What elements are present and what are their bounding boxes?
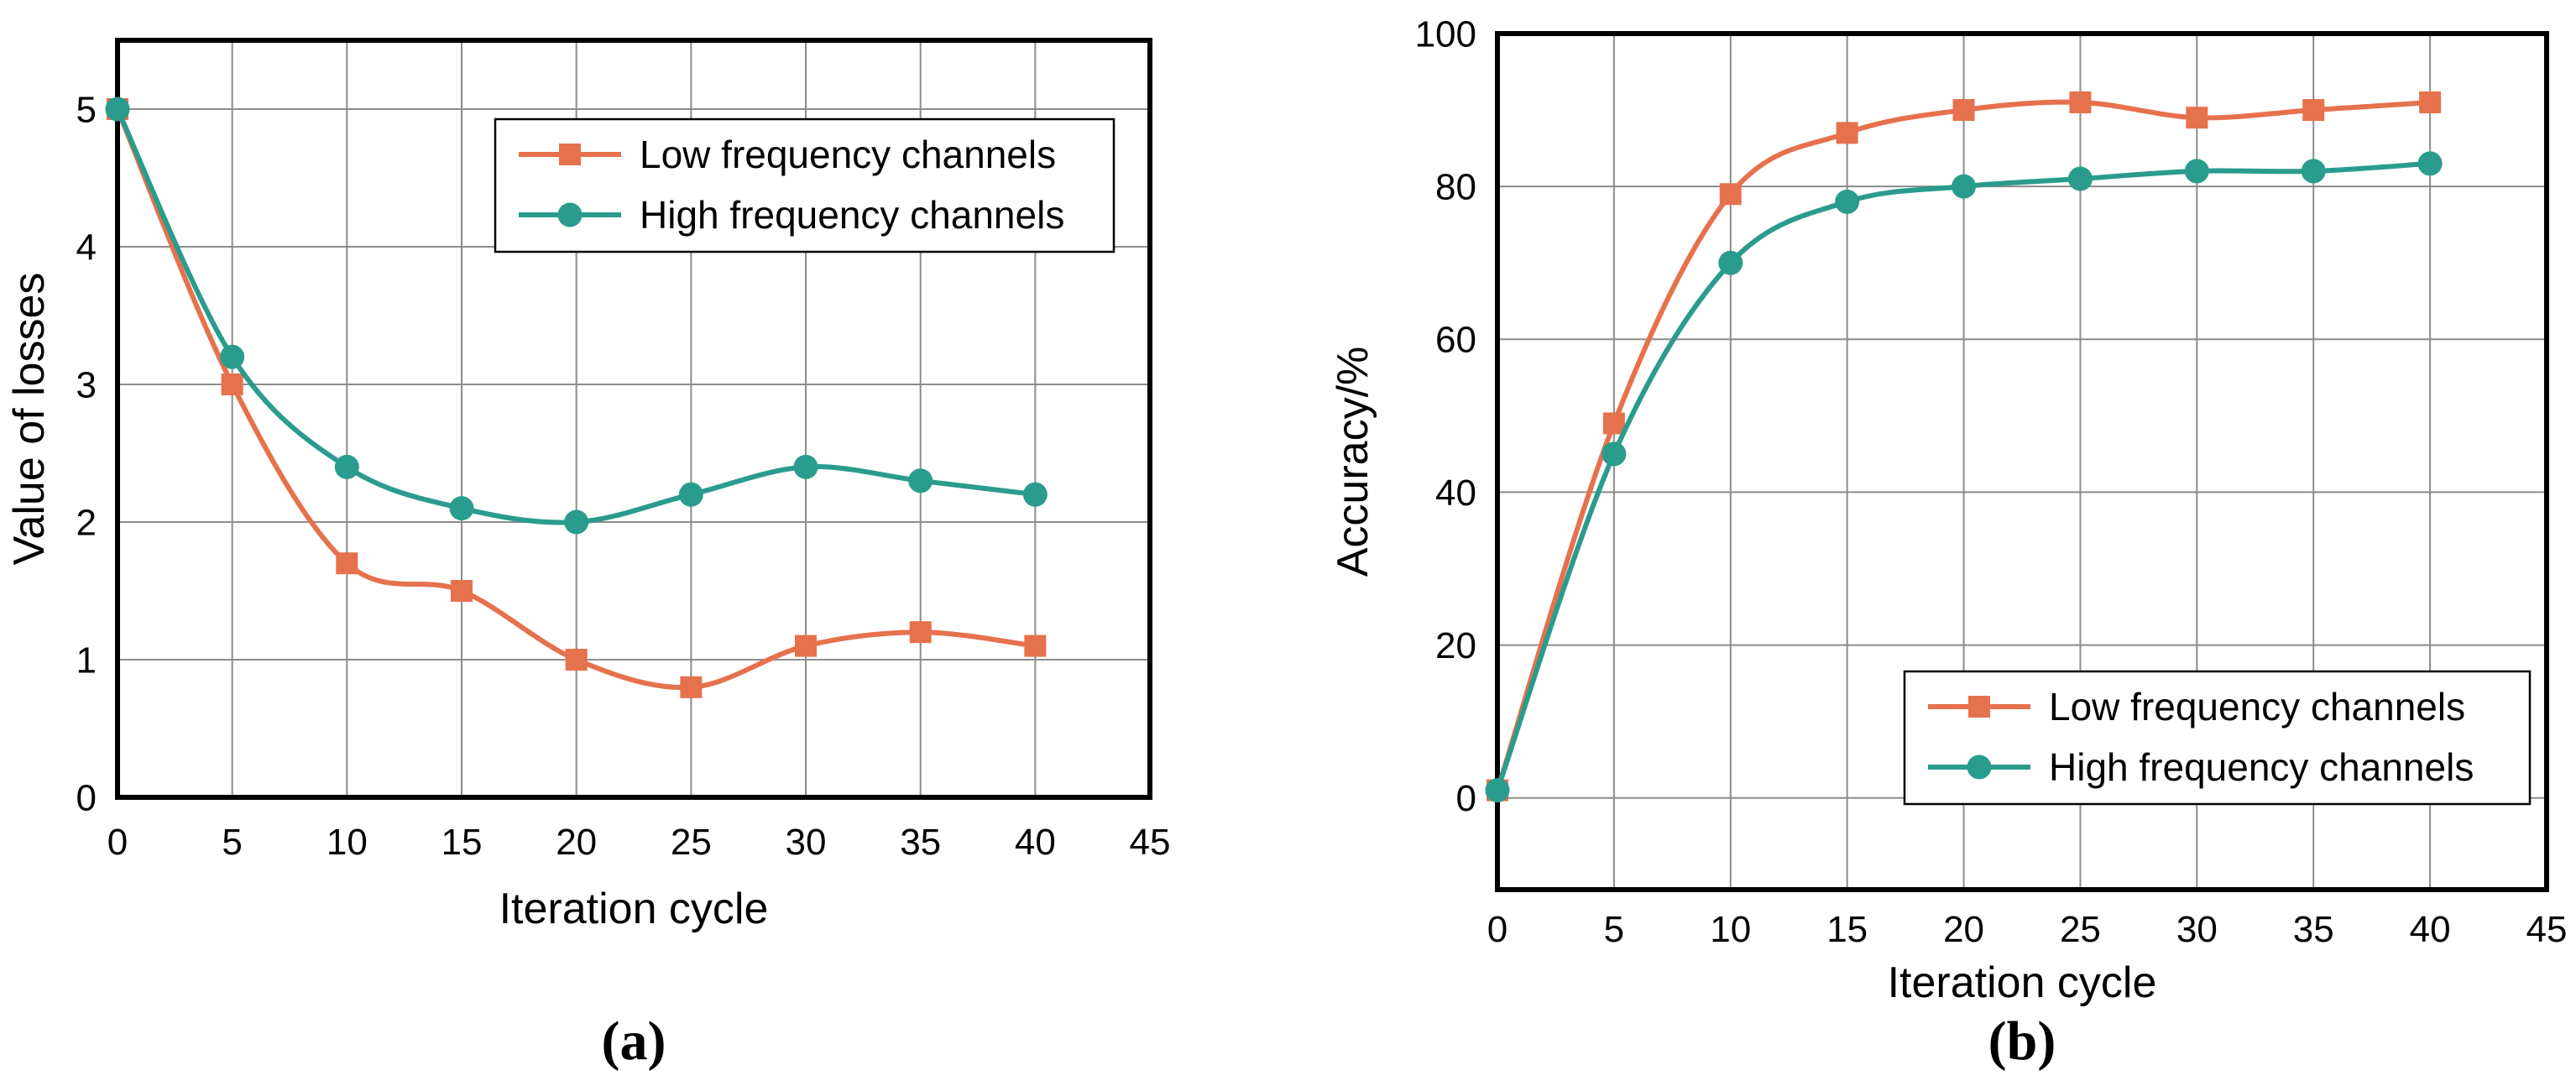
- series-high-frequency-channels-marker: [449, 496, 474, 521]
- series-low-frequency-channels-marker: [795, 634, 817, 657]
- series-high-frequency-channels-marker: [2417, 151, 2443, 176]
- x-tick-label: 30: [786, 822, 827, 863]
- series-low-frequency-channels-markers: [1487, 91, 2442, 802]
- legend-box: [1903, 670, 2532, 806]
- legend: Low frequency channels High frequency cha…: [494, 118, 1116, 253]
- y-tick-label: 20: [1435, 625, 1476, 666]
- accuracy-chart: 0 5 10 15 20 25 30 35 40 45 0 20 40 60 80 100 Low freque…: [1329, 13, 2568, 1072]
- panel-a: 0 5 10 15 20 25 30 35 40 45 0 1 2 3 4 5 Low frequency ch…: [5, 38, 1171, 1072]
- legend-marker-circle: [557, 202, 583, 227]
- y-tick-label: 100: [1415, 13, 1476, 55]
- x-tick-label: 35: [2293, 909, 2334, 950]
- series-low-frequency-channels-markers: [107, 98, 1047, 698]
- series-high-frequency-channels-marker: [678, 482, 703, 507]
- series-high-frequency-channels-marker: [1835, 189, 1860, 214]
- legend-label: Low frequency channels: [640, 133, 1056, 176]
- plot-border: [115, 38, 1152, 800]
- series-low-frequency-channels-marker: [336, 552, 358, 575]
- series-low-frequency-channels-marker: [1719, 183, 1742, 206]
- legend-marker-square: [559, 144, 581, 165]
- series-high-frequency-channels-marker: [1022, 482, 1048, 507]
- legend-box: [494, 118, 1116, 253]
- series-high-frequency-channels-marker: [1602, 441, 1627, 467]
- y-tick-label: 0: [76, 777, 97, 818]
- series-high-frequency-channels-marker: [105, 97, 130, 122]
- x-tick-label: 35: [900, 822, 941, 863]
- series-high-frequency-channels-marker: [793, 454, 818, 479]
- x-tick-label: 25: [671, 822, 712, 863]
- x-tick-label: 15: [442, 822, 483, 863]
- series-high-frequency-channels-marker: [1485, 778, 1510, 803]
- x-tick-label: 30: [2176, 909, 2218, 950]
- panel-b: 0 5 10 15 20 25 30 35 40 45 0 20 40 60 80 100 Low freque…: [1288, 0, 2576, 1081]
- x-tick-label: 5: [222, 822, 242, 863]
- y-axis-label: Value of losses: [5, 273, 54, 566]
- x-tick-label: 25: [2060, 909, 2101, 950]
- legend-label: Low frequency channels: [2049, 685, 2465, 728]
- series-low-frequency-channels-marker: [2302, 99, 2325, 122]
- y-tick-label: 2: [76, 502, 97, 543]
- series-high-frequency-channels-marker: [908, 468, 933, 494]
- x-axis-label: Iteration cycle: [499, 885, 769, 933]
- legend: Low frequency channels High frequency cha…: [1903, 670, 2532, 806]
- series-low-frequency-channels-marker: [451, 580, 473, 602]
- y-tick-label: 0: [1456, 778, 1476, 819]
- y-tick-label: 5: [76, 89, 97, 130]
- series-low-frequency-channels-marker: [1024, 634, 1047, 657]
- x-tick-label: 10: [1710, 909, 1751, 950]
- series-low-frequency-channels-marker: [680, 676, 703, 698]
- panel-caption: (b): [1988, 1010, 2056, 1072]
- x-tick-label: 20: [1943, 909, 1984, 950]
- series-low-frequency-channels-marker: [2069, 91, 2092, 113]
- y-tick-label: 60: [1435, 320, 1476, 361]
- plot-border: [1495, 31, 2549, 892]
- legend-label: High frequency channels: [2049, 745, 2474, 789]
- x-tick-label: 15: [1826, 909, 1868, 950]
- series-high-frequency-channels-marker: [2184, 159, 2209, 184]
- x-tick-label: 5: [1604, 909, 1624, 950]
- x-tick-label: 0: [1487, 909, 1507, 950]
- series-low-frequency-channels-marker: [2186, 107, 2208, 129]
- x-tick-label: 40: [1015, 822, 1056, 863]
- series-high-frequency-channels-marker: [1718, 250, 1743, 275]
- y-tick-label: 3: [76, 364, 97, 405]
- y-axis-label: Accuracy/%: [1329, 347, 1377, 577]
- x-tick-label: 20: [556, 822, 597, 863]
- series-high-frequency-channels-marker: [334, 454, 359, 479]
- series-high-frequency-channels-marker: [1952, 174, 1977, 199]
- x-tick-label: 10: [327, 822, 368, 863]
- series-high-frequency-channels-marker: [220, 344, 245, 369]
- x-tick-label: 45: [1130, 822, 1171, 863]
- panel-caption: (a): [602, 1010, 666, 1072]
- series-high-frequency-channels-markers: [105, 97, 1048, 535]
- series-low-frequency-channels-line: [1495, 99, 2433, 793]
- series-low-frequency-channels-marker: [1836, 122, 1858, 144]
- y-tick-label: 80: [1435, 167, 1476, 208]
- legend-marker-circle: [1967, 755, 1992, 780]
- y-tick-label: 4: [76, 227, 97, 268]
- tick-labels: 0 5 10 15 20 25 30 35 40 45 0 20 40 60 80 100: [1415, 13, 2568, 950]
- legend-marker-square: [1968, 696, 1990, 718]
- x-tick-label: 40: [2410, 909, 2451, 950]
- series-low-frequency-channels-marker: [221, 373, 243, 395]
- series-low-frequency-channels-marker: [1602, 412, 1625, 435]
- series-high-frequency-channels-marker: [2067, 166, 2093, 191]
- series-high-frequency-channels-marker: [2301, 159, 2326, 184]
- x-tick-label: 0: [107, 822, 128, 863]
- series-low-frequency-channels-marker: [1952, 99, 1975, 122]
- series-low-frequency-channels-marker: [909, 621, 932, 644]
- series-low-frequency-channels-marker: [565, 649, 588, 671]
- series-high-frequency-channels-marker: [564, 509, 589, 535]
- x-axis-label: Iteration cycle: [1888, 958, 2157, 1007]
- accuracy-chart-plot: 0 5 10 15 20 25 30 35 40 45 0 20 40 60 80 100 Low freque…: [1415, 13, 2568, 950]
- series-low-frequency-channels-marker: [2419, 91, 2442, 113]
- y-tick-label: 1: [76, 640, 97, 681]
- y-tick-label: 40: [1435, 473, 1476, 514]
- series-high-frequency-channels-markers: [1485, 151, 2443, 803]
- x-tick-label: 45: [2526, 909, 2568, 950]
- legend-label: High frequency channels: [640, 193, 1064, 237]
